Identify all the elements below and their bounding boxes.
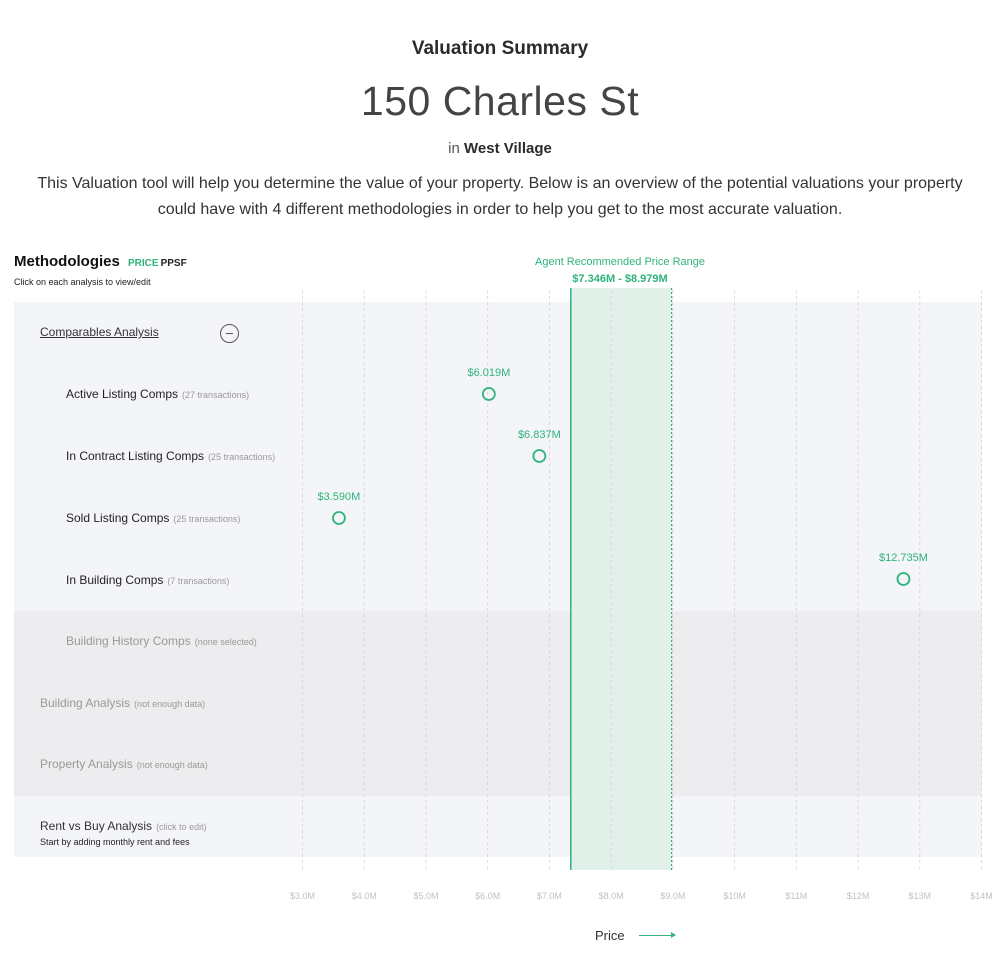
insufficient-data-section-bg <box>14 611 982 796</box>
neighborhood-name: West Village <box>464 140 552 157</box>
rent-section-bg <box>14 796 982 857</box>
row-label: In Building Comps <box>66 573 164 587</box>
row-note: (25 transactions) <box>173 514 241 524</box>
x-axis-arrow-icon <box>639 932 676 938</box>
toggle-ppsf[interactable]: PPSF <box>160 258 187 269</box>
data-point <box>332 511 346 525</box>
x-tick-label: $14M <box>970 891 993 901</box>
row-note: (not enough data) <box>134 699 206 709</box>
data-point <box>481 387 496 401</box>
data-label: $6.837M <box>518 429 561 441</box>
methodologies-subtitle: Click on each analysis to view/edit <box>14 277 151 287</box>
x-tick-label: $5.0M <box>413 891 438 901</box>
price-ppsf-toggle[interactable]: PRICE PPSF <box>128 258 187 269</box>
x-tick-label: $13M <box>909 891 932 901</box>
row-label: Sold Listing Comps <box>66 511 170 525</box>
x-tick-label: $9.0M <box>660 891 685 901</box>
row-label: Building Analysis <box>40 696 131 710</box>
comparables-analysis-link[interactable]: Comparables Analysis <box>40 325 159 339</box>
row-note: (25 transactions) <box>208 452 276 462</box>
page-description: This Valuation tool will help you determ… <box>37 175 963 218</box>
row-in-contract-listing-comps[interactable]: In Contract Listing Comps (25 transaction… <box>66 449 275 463</box>
x-tick-label: $3.0M <box>290 891 315 901</box>
row-in-building-comps[interactable]: In Building Comps (7 transactions) <box>66 573 229 587</box>
row-building-analysis: Building Analysis (not enough data) <box>40 696 205 710</box>
comparables-section-bg <box>14 302 982 611</box>
methodologies-title: Methodologies <box>14 253 120 270</box>
x-tick-label: $12M <box>847 891 870 901</box>
row-note: (none selected) <box>194 637 257 647</box>
x-axis-title: Price <box>595 928 625 943</box>
row-note: (27 transactions) <box>182 390 250 400</box>
row-label: Property Analysis <box>40 757 133 771</box>
row-label: In Contract Listing Comps <box>66 449 205 463</box>
row-label: Building History Comps <box>66 634 191 648</box>
location-line: in West Village <box>0 140 1000 157</box>
range-value-label: $7.346M - $8.979M <box>572 273 668 285</box>
row-sold-listing-comps[interactable]: Sold Listing Comps (25 transactions) <box>66 511 240 525</box>
row-property-analysis: Property Analysis (not enough data) <box>40 757 208 771</box>
row-active-listing-comps[interactable]: Active Listing Comps (27 transactions) <box>66 387 249 401</box>
x-tick-label: $10M <box>723 891 746 901</box>
x-tick-label: $8.0M <box>599 891 624 901</box>
row-note: (7 transactions) <box>167 576 230 586</box>
data-label: $3.590M <box>318 491 361 503</box>
page-kicker: Valuation Summary <box>411 38 589 59</box>
data-point <box>896 572 911 586</box>
x-tick-label: $7.0M <box>537 891 562 901</box>
collapse-minus-icon[interactable] <box>220 324 239 343</box>
x-tick-label: $4.0M <box>352 891 377 901</box>
x-tick-label: $6.0M <box>475 891 500 901</box>
page-title: 150 Charles St <box>360 78 640 124</box>
row-label: Active Listing Comps <box>66 387 179 401</box>
data-label: $12.735M <box>879 552 928 564</box>
rent-vs-buy-link[interactable]: Rent vs Buy Analysis <box>40 819 153 833</box>
row-building-history-comps: Building History Comps (none selected) <box>66 634 257 648</box>
x-tick-label: $11M <box>785 891 807 901</box>
row-note: (click to edit) <box>156 822 207 832</box>
data-point <box>532 449 547 463</box>
location-prefix: in <box>448 140 460 157</box>
range-band <box>570 288 672 870</box>
toggle-price[interactable]: PRICE <box>128 258 159 269</box>
range-title: Agent Recommended Price Range <box>535 256 705 268</box>
row-rent-vs-buy[interactable]: Rent vs Buy Analysis (click to edit) <box>40 819 207 833</box>
data-label: $6.019M <box>467 367 510 379</box>
row-note: (not enough data) <box>136 760 208 770</box>
rent-vs-buy-subtitle: Start by adding monthly rent and fees <box>40 837 190 847</box>
